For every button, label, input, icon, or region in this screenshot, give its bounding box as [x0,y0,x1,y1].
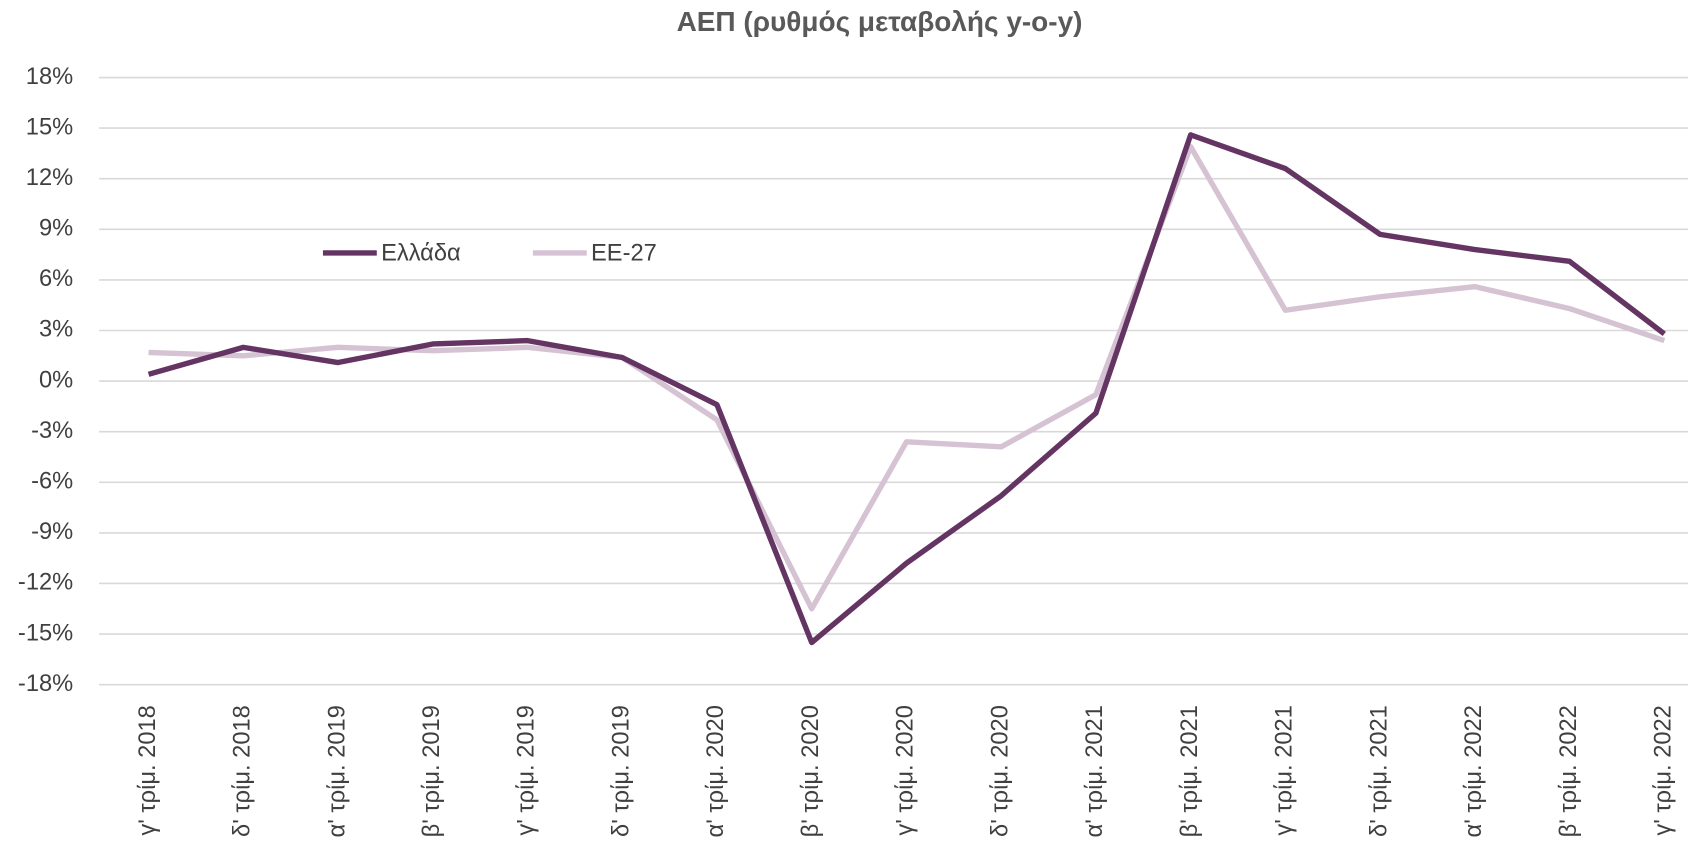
y-tick-label: 18% [26,64,73,90]
y-tick-label: -12% [18,570,73,596]
x-tick-label: δ' τρίμ. 2020 [987,705,1013,837]
y-tick-label: 6% [39,266,73,292]
y-tick-label: 3% [39,317,73,343]
x-tick-label: γ' τρίμ. 2022 [1651,705,1677,835]
x-tick-label: γ' τρίμ. 2018 [135,705,161,835]
y-tick-label: 15% [26,114,73,140]
x-tick-label: α' τρίμ. 2020 [703,705,729,837]
series-line [148,143,1666,612]
y-tick-label: 0% [39,367,73,393]
x-tick-label: γ' τρίμ. 2021 [1272,705,1298,835]
y-tick-label: 9% [39,216,73,242]
x-tick-label: γ' τρίμ. 2019 [514,705,540,835]
legend-label: Ελλάδα [381,240,461,266]
y-tick-label: -3% [31,418,73,444]
y-tick-label: -9% [31,519,73,545]
x-tick-label: β' τρίμ. 2021 [1177,705,1203,837]
y-tick-label: -6% [31,469,73,495]
y-tick-label: -15% [18,620,73,646]
x-tick-label: β' τρίμ. 2019 [419,705,445,837]
x-tick-label: α' τρίμ. 2019 [324,705,350,837]
x-tick-label: γ' τρίμ. 2020 [893,705,919,835]
x-tick-label: β' τρίμ. 2020 [798,705,824,837]
y-tick-label: -18% [18,671,73,697]
x-tick-label: δ' τρίμ. 2019 [608,705,634,837]
y-tick-label: 12% [26,165,73,191]
x-tick-label: δ' τρίμ. 2021 [1366,705,1392,837]
legend-label: ΕΕ-27 [591,240,657,266]
x-tick-label: α' τρίμ. 2022 [1461,705,1487,837]
x-tick-label: δ' τρίμ. 2018 [230,705,256,837]
x-tick-label: β' τρίμ. 2022 [1556,705,1582,837]
chart-title: ΑΕΠ (ρυθμός μεταβολής y-o-y) [677,6,1083,37]
x-tick-label: α' τρίμ. 2021 [1082,705,1108,837]
series-line [147,132,1666,646]
